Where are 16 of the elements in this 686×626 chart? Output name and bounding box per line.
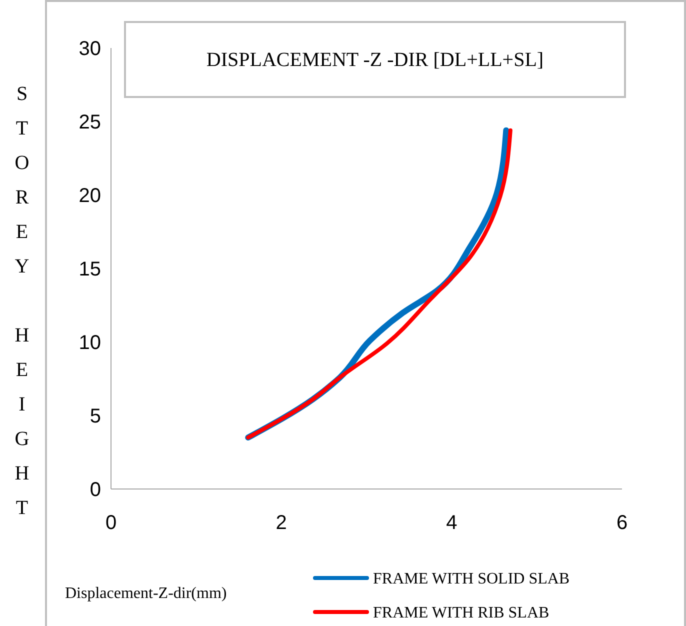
x-tick-label: 4 [446,512,458,534]
y-tick-label: 0 [90,479,101,501]
text: STOREY HEIGHT [14,83,30,519]
y-tick-label: 20 [78,185,101,207]
y-tick-label: 25 [78,112,101,134]
y-tick-label: 10 [78,332,101,354]
y-tick-label: 5 [90,406,101,428]
y-tick-label: 15 [78,258,101,280]
x-tick-label: 2 [276,512,287,534]
x-tick-label: 0 [105,512,117,534]
legend-label: FRAME WITH SOLID SLAB [373,570,570,588]
x-axis-title: Displacement-Z-dir(mm) [65,585,227,602]
y-tick-label: 30 [78,38,101,60]
chart-title: DISPLACEMENT -Z -DIR [DL+LL+SL] [206,49,544,71]
legend-label: FRAME WITH RIB SLAB [373,604,550,622]
x-tick-label: 6 [616,512,628,534]
